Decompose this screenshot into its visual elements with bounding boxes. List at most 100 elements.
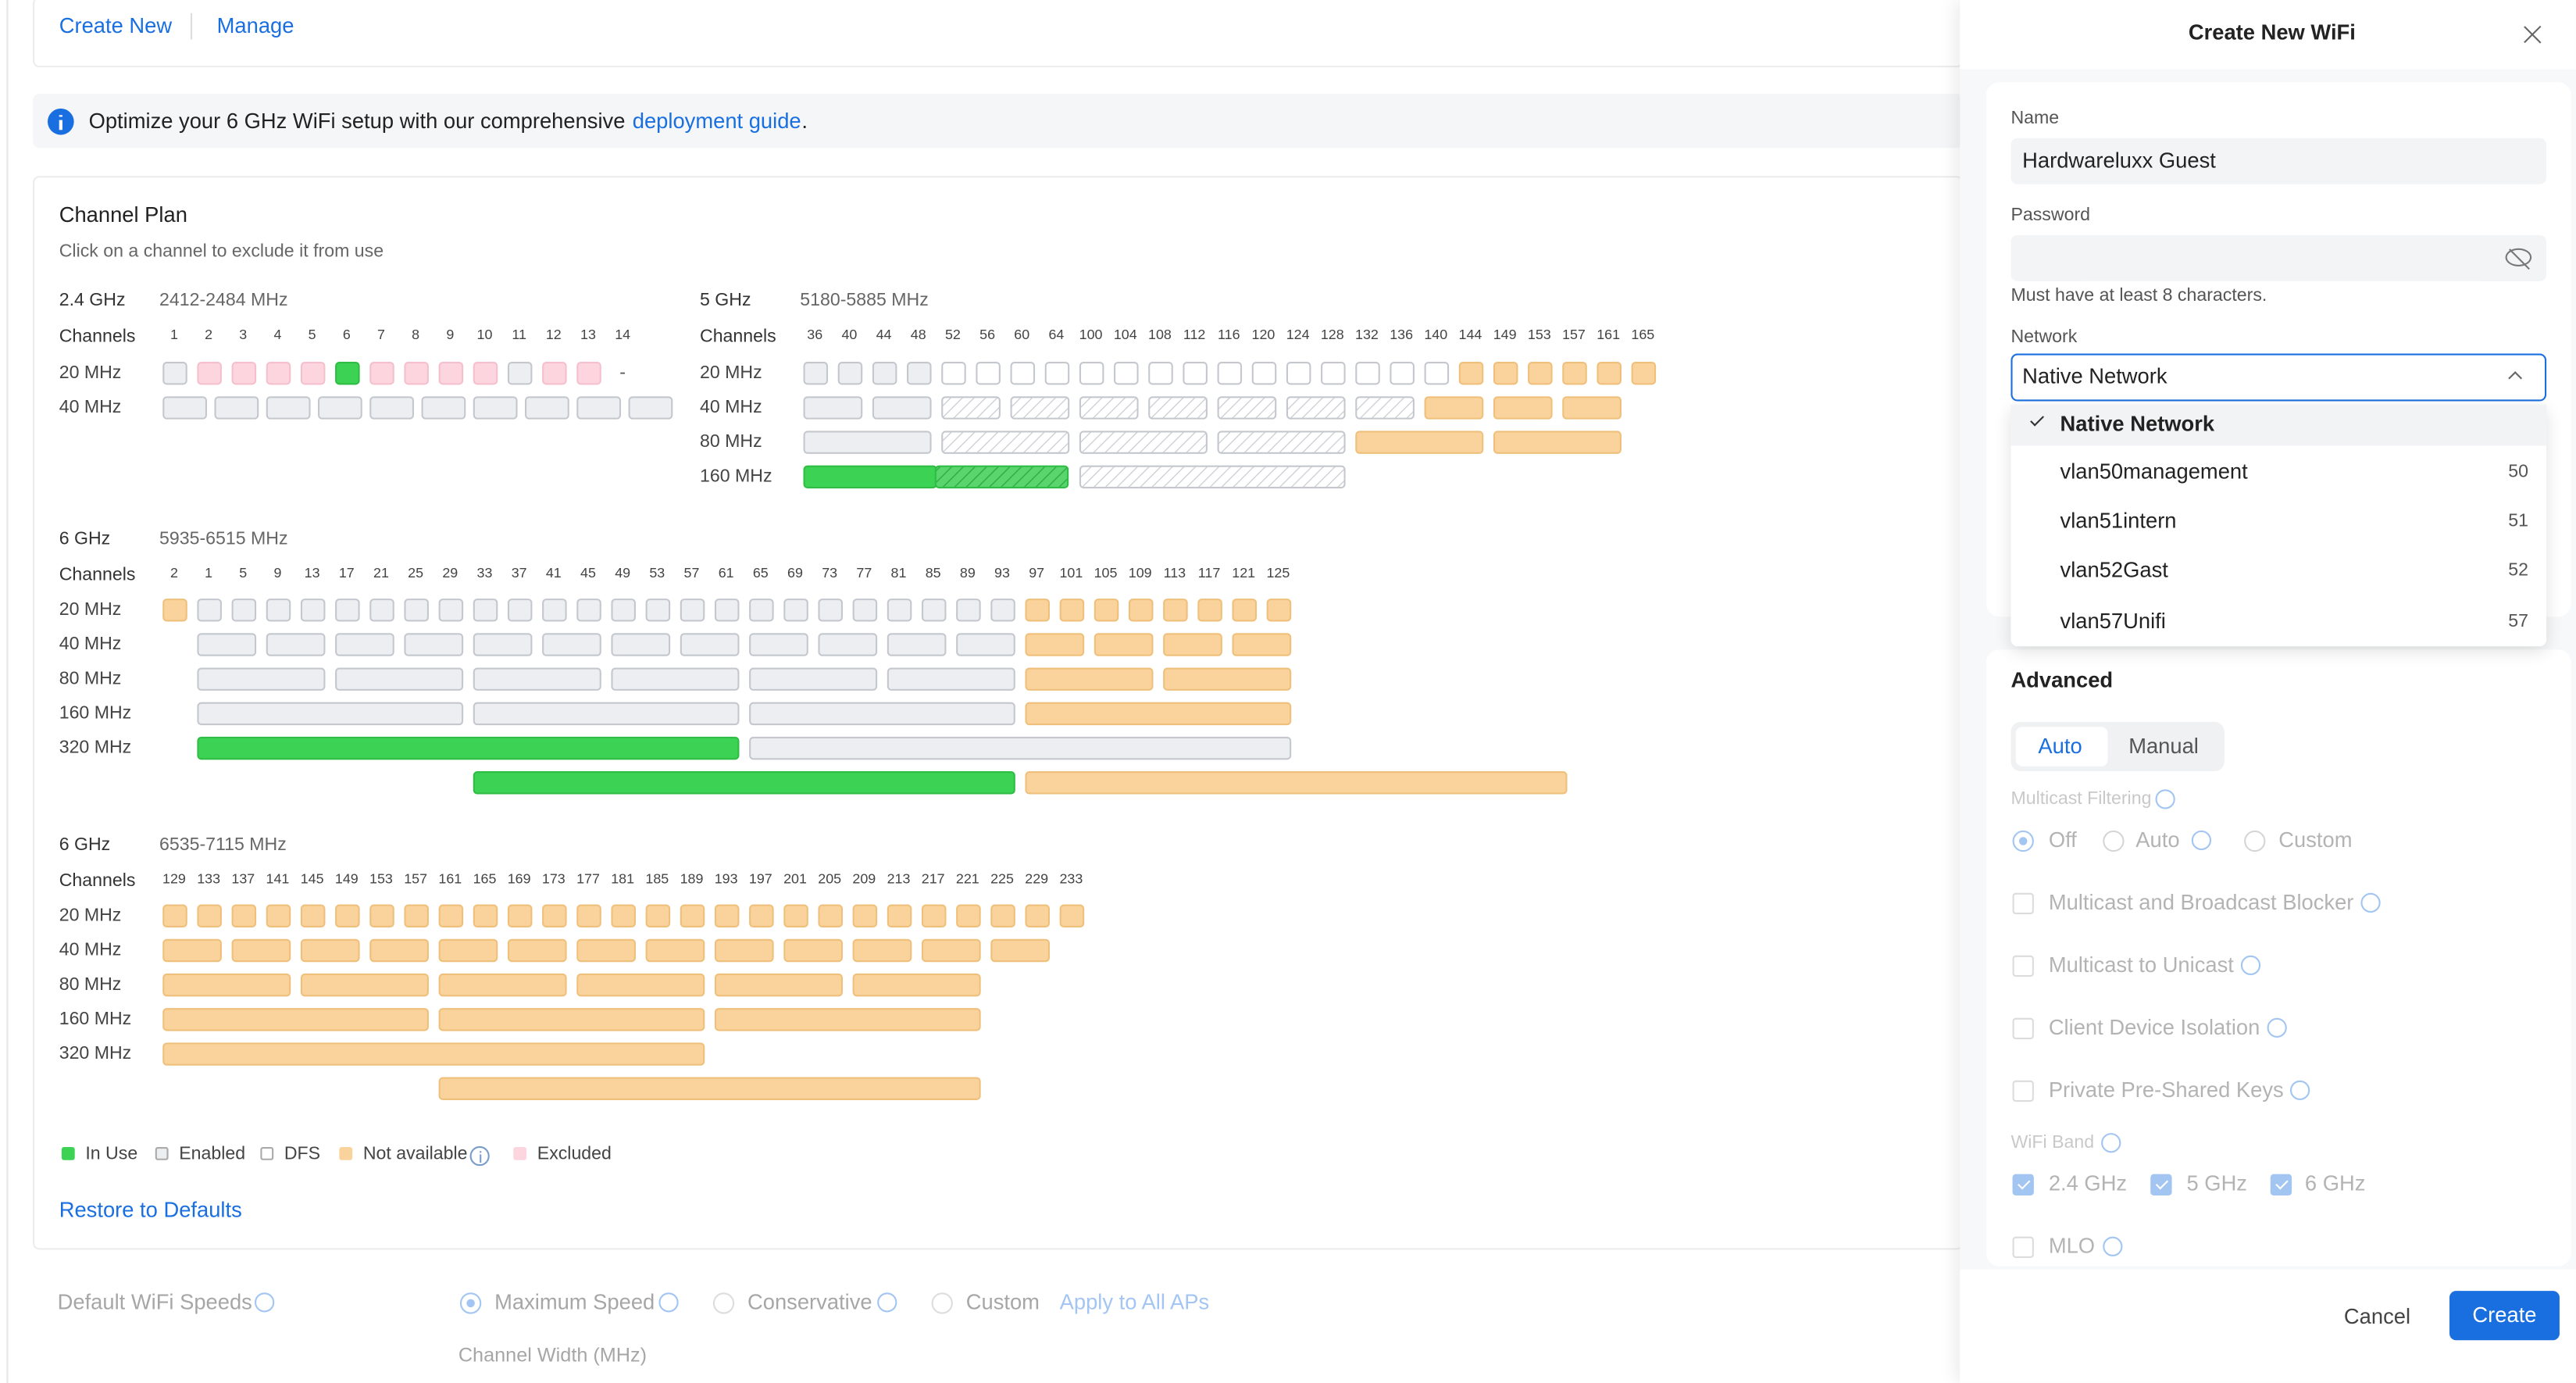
channel-cell[interactable] (1148, 396, 1208, 420)
channel-cell[interactable] (1355, 362, 1380, 385)
channel-cell[interactable] (335, 633, 394, 656)
channel-cell[interactable] (956, 599, 981, 622)
channel-cell[interactable] (837, 362, 863, 385)
channel-cell[interactable] (335, 362, 360, 385)
channel-cell[interactable] (749, 667, 878, 691)
channel-cell[interactable] (941, 362, 966, 385)
channel-cell[interactable] (300, 599, 326, 622)
channel-cell[interactable] (1163, 667, 1292, 691)
channel-cell[interactable] (1217, 431, 1346, 454)
channel-cell[interactable] (162, 396, 208, 420)
channel-cell[interactable] (990, 938, 1051, 963)
channel-cell[interactable] (542, 904, 567, 927)
channel-cell[interactable] (783, 938, 843, 963)
channel-cell[interactable] (1493, 362, 1518, 385)
channel-cell[interactable] (231, 938, 291, 963)
channel-cell[interactable] (507, 362, 533, 385)
channel-cell[interactable] (818, 599, 843, 622)
channel-cell[interactable] (231, 599, 257, 622)
radio[interactable] (930, 1292, 952, 1313)
channel-cell[interactable] (473, 667, 601, 691)
channel-cell[interactable] (1148, 362, 1173, 385)
channel-cell[interactable] (1183, 362, 1208, 385)
channel-cell[interactable] (438, 1008, 705, 1031)
channel-cell[interactable] (576, 904, 601, 927)
channel-cell[interactable] (335, 904, 360, 927)
channel-cell[interactable] (266, 633, 326, 656)
channel-cell[interactable] (162, 599, 187, 622)
tab[interactable]: Create New (59, 13, 173, 38)
channel-cell[interactable] (749, 904, 774, 927)
channel-cell[interactable] (852, 599, 878, 622)
channel-cell[interactable] (438, 1077, 981, 1100)
channel-cell[interactable] (1059, 904, 1085, 927)
channel-cell[interactable] (369, 396, 415, 420)
channel-cell[interactable] (611, 633, 671, 656)
channel-cell[interactable] (1044, 362, 1070, 385)
channel-cell[interactable] (1128, 599, 1154, 622)
channel-cell[interactable] (872, 396, 932, 420)
channel-cell[interactable] (714, 973, 843, 997)
channel-cell[interactable] (300, 938, 360, 963)
channel-cell[interactable] (473, 599, 498, 622)
channel-cell[interactable] (1631, 362, 1657, 385)
channel-cell[interactable] (611, 599, 636, 622)
password-input[interactable] (2010, 234, 2547, 281)
channel-cell[interactable] (473, 771, 1015, 795)
channel-cell[interactable] (317, 396, 362, 420)
channel-cell[interactable] (404, 599, 429, 622)
channel-cell[interactable] (749, 736, 1292, 760)
channel-cell[interactable] (162, 904, 187, 927)
channel-cell[interactable] (1424, 396, 1484, 420)
channel-cell[interactable] (941, 431, 1070, 454)
radio[interactable] (2243, 829, 2265, 852)
channel-cell[interactable] (783, 599, 808, 622)
channel-cell[interactable] (335, 667, 464, 691)
channel-cell[interactable] (438, 973, 567, 997)
channel-cell[interactable] (1059, 599, 1085, 622)
channel-cell[interactable] (300, 973, 429, 997)
channel-cell[interactable] (921, 904, 947, 927)
channel-cell[interactable] (749, 702, 1015, 726)
channel-cell[interactable] (1025, 599, 1051, 622)
channel-cell[interactable] (680, 904, 705, 927)
channel-cell[interactable] (300, 362, 326, 385)
channel-cell[interactable] (369, 904, 394, 927)
channel-cell[interactable] (714, 904, 740, 927)
channel-cell[interactable] (1025, 904, 1051, 927)
channel-cell[interactable] (611, 667, 740, 691)
channel-cell[interactable] (628, 396, 673, 420)
channel-cell[interactable] (1079, 362, 1104, 385)
channel-cell[interactable] (852, 904, 878, 927)
channel-cell[interactable] (714, 1008, 981, 1031)
channel-cell[interactable] (1079, 431, 1208, 454)
channel-cell[interactable] (1493, 431, 1622, 454)
checkbox[interactable] (2011, 1235, 2033, 1257)
radio[interactable] (2011, 829, 2033, 852)
channel-cell[interactable] (1528, 362, 1553, 385)
checkbox[interactable] (2011, 954, 2033, 977)
channel-cell[interactable] (507, 599, 533, 622)
channel-cell[interactable] (576, 938, 636, 963)
channel-cell[interactable] (162, 973, 291, 997)
channel-cell[interactable] (749, 599, 774, 622)
link[interactable]: Restore to Defaults (59, 1197, 242, 1222)
channel-cell[interactable] (162, 938, 222, 963)
channel-cell[interactable] (1217, 396, 1277, 420)
channel-cell[interactable] (714, 599, 740, 622)
channel-cell[interactable] (956, 904, 981, 927)
channel-cell[interactable] (576, 396, 622, 420)
checkbox[interactable] (2269, 1173, 2292, 1195)
channel-cell[interactable] (872, 362, 897, 385)
channel-cell[interactable] (1232, 599, 1258, 622)
channel-cell[interactable] (887, 633, 947, 656)
channel-cell[interactable] (803, 431, 932, 454)
channel-cell[interactable] (1094, 633, 1154, 656)
channel-cell[interactable] (941, 396, 1001, 420)
channel-cell[interactable] (887, 667, 1015, 691)
channel-cell[interactable] (990, 599, 1015, 622)
channel-cell[interactable] (645, 938, 705, 963)
radio[interactable] (712, 1292, 734, 1313)
channel-cell[interactable] (214, 396, 259, 420)
channel-cell[interactable] (934, 465, 1069, 489)
